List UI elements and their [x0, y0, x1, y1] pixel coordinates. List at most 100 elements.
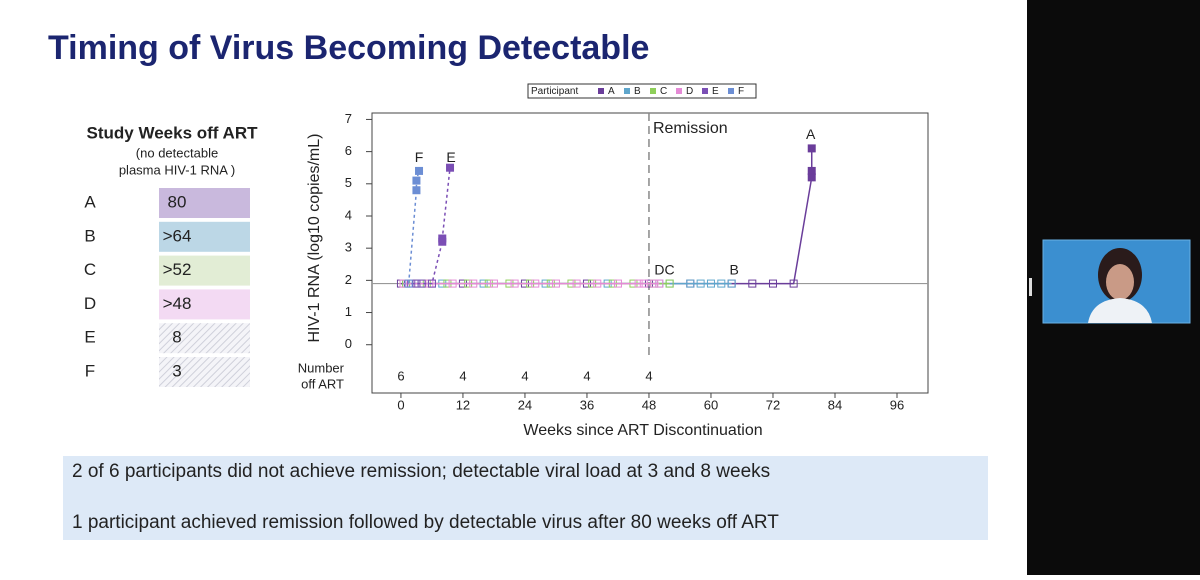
legend-label: A	[608, 86, 615, 97]
marker	[551, 279, 560, 288]
row-value: 8	[172, 328, 181, 347]
marker	[404, 279, 413, 288]
marker	[415, 166, 424, 175]
x-tick-label: 96	[890, 397, 904, 412]
row-letter: B	[84, 226, 95, 245]
marker	[789, 279, 798, 288]
legend-box	[527, 83, 757, 99]
point-label: A	[806, 126, 816, 142]
y-tick-label: 0	[345, 336, 352, 351]
number-value: 4	[521, 368, 528, 383]
table-cell	[159, 323, 250, 354]
row-value: >52	[163, 260, 192, 279]
marker	[768, 279, 777, 288]
table-cell	[159, 221, 250, 252]
legend-swatch	[624, 88, 630, 94]
marker	[448, 279, 457, 288]
marker	[639, 279, 648, 288]
y-tick-label: 5	[345, 175, 352, 190]
y-tick-label: 6	[345, 143, 352, 158]
marker	[427, 279, 436, 288]
x-tick-label: 12	[456, 397, 470, 412]
row-value: >48	[163, 294, 192, 313]
legend-swatch	[676, 88, 682, 94]
y-tick-label: 2	[345, 272, 352, 287]
legend-swatch	[598, 88, 604, 94]
table-subtitle: (no detectable	[136, 145, 218, 160]
row-letter: F	[85, 361, 95, 380]
point-label: B	[730, 261, 739, 277]
slide-title: Timing of Virus Becoming Detectable	[48, 29, 649, 67]
point-label: DC	[654, 261, 674, 277]
legend-title: Participant	[531, 86, 578, 97]
x-tick-label: 84	[828, 397, 842, 412]
panel-handle[interactable]	[1029, 278, 1032, 296]
number-value: 4	[645, 368, 652, 383]
marker	[696, 279, 705, 288]
table-cell	[159, 357, 250, 387]
y-axis-label: HIV-1 RNA (log10 copies/mL)	[306, 134, 323, 343]
marker	[727, 279, 736, 288]
legend-label: D	[686, 86, 693, 97]
table-cell	[159, 255, 250, 286]
row-letter: D	[84, 294, 96, 313]
marker	[489, 279, 498, 288]
table-cell	[159, 289, 250, 320]
marker	[807, 166, 816, 175]
marker	[665, 279, 674, 288]
marker	[593, 279, 602, 288]
marker	[634, 279, 643, 288]
y-tick-label: 4	[345, 207, 352, 222]
x-tick-label: 48	[642, 397, 656, 412]
marker	[438, 234, 447, 243]
plot-frame	[371, 112, 929, 394]
legend-swatch	[728, 88, 734, 94]
marker	[686, 279, 695, 288]
number-value: 4	[583, 368, 590, 383]
y-tick-label: 7	[345, 111, 352, 126]
note: 2 of 6 participants did not achieve remi…	[72, 461, 770, 482]
legend-label: E	[712, 86, 719, 97]
marker	[650, 279, 659, 288]
legend-label: B	[634, 86, 641, 97]
table-subtitle: plasma HIV-1 RNA )	[119, 162, 235, 177]
marker	[807, 144, 816, 153]
row-value: >64	[163, 226, 192, 245]
notes-box	[63, 456, 988, 540]
series-line	[411, 167, 451, 285]
number-value: 6	[397, 368, 404, 383]
video-thumbnail[interactable]	[1042, 239, 1191, 324]
legend-label: F	[738, 86, 744, 97]
number-label: Number	[298, 360, 345, 375]
marker	[717, 279, 726, 288]
point-label: F	[415, 149, 424, 165]
y-tick-label: 3	[345, 240, 352, 255]
note: 1 participant achieved remission followe…	[72, 512, 779, 533]
row-value: 80	[168, 192, 187, 211]
legend-swatch	[702, 88, 708, 94]
table-cell	[159, 188, 250, 218]
legend-swatch	[650, 88, 656, 94]
x-axis-label: Weeks since ART Discontinuation	[523, 422, 762, 439]
marker	[412, 186, 421, 195]
number-value: 4	[459, 368, 466, 383]
x-tick-label: 60	[704, 397, 718, 412]
marker	[399, 279, 408, 288]
x-tick-label: 72	[766, 397, 780, 412]
number-label: off ART	[301, 376, 344, 391]
marker	[469, 279, 478, 288]
row-letter: C	[84, 260, 96, 279]
x-tick-label: 0	[397, 397, 404, 412]
marker	[412, 176, 421, 185]
marker	[572, 279, 581, 288]
marker	[706, 279, 715, 288]
marker	[417, 279, 426, 288]
marker	[748, 279, 757, 288]
row-letter: E	[84, 328, 95, 347]
x-tick-label: 24	[518, 397, 532, 412]
x-tick-label: 36	[580, 397, 594, 412]
point-label: E	[446, 149, 455, 165]
row-value: 3	[172, 361, 181, 380]
